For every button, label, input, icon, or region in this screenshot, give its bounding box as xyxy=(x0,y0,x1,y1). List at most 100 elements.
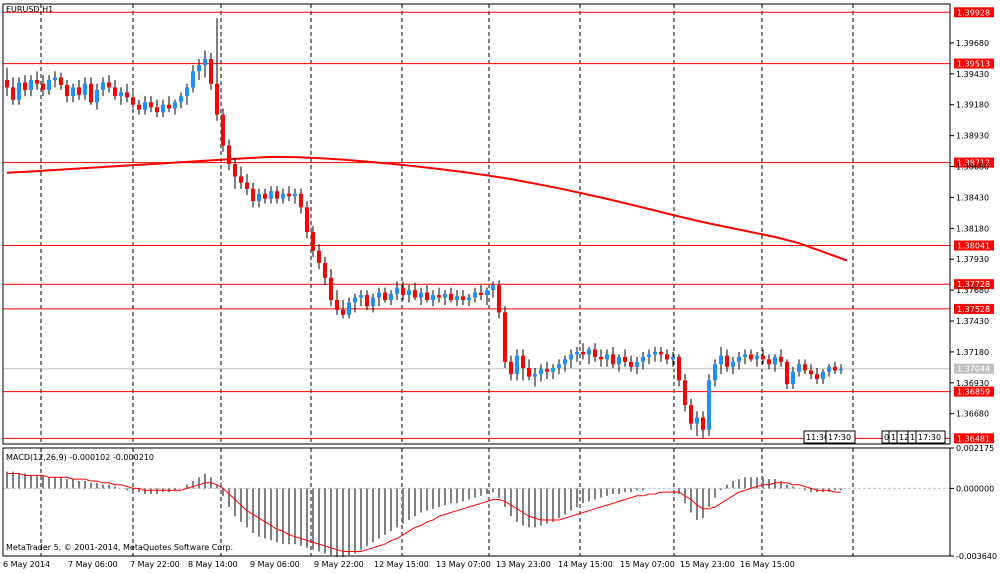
candle-down xyxy=(725,355,729,367)
candle-down xyxy=(155,107,159,113)
x-tick-label: 16 May 15:00 xyxy=(740,560,795,569)
current-price-label: 1.37044 xyxy=(957,365,990,374)
candle-down xyxy=(107,82,111,88)
candle-down xyxy=(11,87,15,100)
candle-up xyxy=(653,351,657,355)
candle-down xyxy=(317,250,321,263)
y-tick-label: 1.38180 xyxy=(956,224,989,233)
candle-up xyxy=(713,364,717,381)
time-marker-label: 0 xyxy=(884,433,889,442)
candle-down xyxy=(41,83,45,90)
candle-up xyxy=(407,290,411,296)
candle-down xyxy=(77,87,81,95)
candle-up xyxy=(95,89,99,103)
candle-down xyxy=(167,104,171,109)
time-marker[interactable]: 17:30 xyxy=(915,430,946,444)
candle-up xyxy=(179,96,183,103)
level-price-badge xyxy=(954,303,994,314)
level-price-label: 1.36481 xyxy=(957,434,990,443)
candle-down xyxy=(527,367,531,377)
candle-down xyxy=(611,354,615,365)
candle-down xyxy=(521,355,525,368)
candle-up xyxy=(641,356,645,362)
level-price-label: 1.36859 xyxy=(957,388,990,397)
candle-up xyxy=(755,355,759,360)
current-price-badge xyxy=(954,363,994,374)
macd-panel-frame xyxy=(2,447,951,557)
x-tick-label: 9 May 06:00 xyxy=(250,560,300,569)
y-tick-label: 1.38430 xyxy=(956,193,989,202)
candle-down xyxy=(89,83,93,103)
x-tick-label: 9 May 22:00 xyxy=(314,560,364,569)
x-tick-label: 12 May 15:00 xyxy=(374,560,429,569)
candle-down xyxy=(365,295,369,307)
candle-up xyxy=(569,354,573,360)
level-price-badge xyxy=(954,157,994,168)
candle-up xyxy=(419,292,423,298)
candle-up xyxy=(467,297,471,301)
candle-down xyxy=(59,77,63,85)
candle-up xyxy=(359,295,363,298)
y-tick-label: 1.39180 xyxy=(956,101,989,110)
candle-down xyxy=(35,80,39,84)
candle-up xyxy=(353,297,357,303)
candle-down xyxy=(437,295,441,298)
candle-down xyxy=(233,164,237,177)
candle-up xyxy=(53,77,57,81)
candle-down xyxy=(677,356,681,381)
candle-up xyxy=(587,349,591,355)
platform-note: MetaTrader 5, © 2001-2014, MetaQuotes So… xyxy=(6,543,233,552)
candle-down xyxy=(659,351,663,355)
candle-down xyxy=(581,351,585,355)
candle-up xyxy=(563,359,567,365)
candle-up xyxy=(443,293,447,298)
moving-average xyxy=(6,155,848,262)
candle-up xyxy=(293,193,297,197)
candle-down xyxy=(239,176,243,183)
candle-up xyxy=(773,356,777,365)
candle-up xyxy=(161,104,165,113)
candle-up xyxy=(791,371,795,385)
candle-down xyxy=(701,417,705,430)
time-marker-label: 11:30 xyxy=(806,433,829,442)
candle-up xyxy=(395,287,399,294)
candle-up xyxy=(617,356,621,365)
candle-down xyxy=(815,374,819,380)
candle-down xyxy=(425,292,429,301)
candle-up xyxy=(119,92,123,97)
candle-down xyxy=(209,59,213,84)
candle-up xyxy=(551,367,555,372)
candle-down xyxy=(299,193,303,208)
candle-up xyxy=(557,364,561,368)
candle-down xyxy=(629,361,633,367)
level-price-label: 1.39513 xyxy=(957,60,990,69)
horizontal-levels[interactable]: 1.39928 1.39513 1.38712 1.38041 1.37728 1.375… xyxy=(3,7,994,444)
candle-down xyxy=(803,364,807,371)
time-marker[interactable]: 17:30 xyxy=(825,430,856,444)
time-marker-label: 17:30 xyxy=(828,433,851,442)
y-tick-label: 1.37180 xyxy=(956,348,989,357)
candle-up xyxy=(455,296,459,301)
y-tick-label: 1.39680 xyxy=(956,39,989,48)
candle-up xyxy=(377,292,381,298)
x-tick-label: 15 May 07:00 xyxy=(620,560,675,569)
level-price-label: 1.37728 xyxy=(957,280,990,289)
level-price-badge xyxy=(954,386,994,397)
candle-up xyxy=(695,417,699,424)
candle-up xyxy=(719,355,723,365)
candle-up xyxy=(191,71,195,88)
candle-up xyxy=(281,193,285,199)
candle-down xyxy=(131,97,135,105)
candle-up xyxy=(485,290,489,296)
candle-down xyxy=(749,354,753,360)
candle-up xyxy=(635,361,639,367)
candle-up xyxy=(257,193,261,202)
moving-average-line xyxy=(6,155,848,262)
time-marker-box xyxy=(915,430,946,444)
candle-up xyxy=(839,369,843,371)
level-price-label: 1.39928 xyxy=(957,8,990,17)
candle-down xyxy=(593,349,597,357)
level-price-label: 1.38712 xyxy=(957,159,990,168)
candle-up xyxy=(647,354,651,357)
